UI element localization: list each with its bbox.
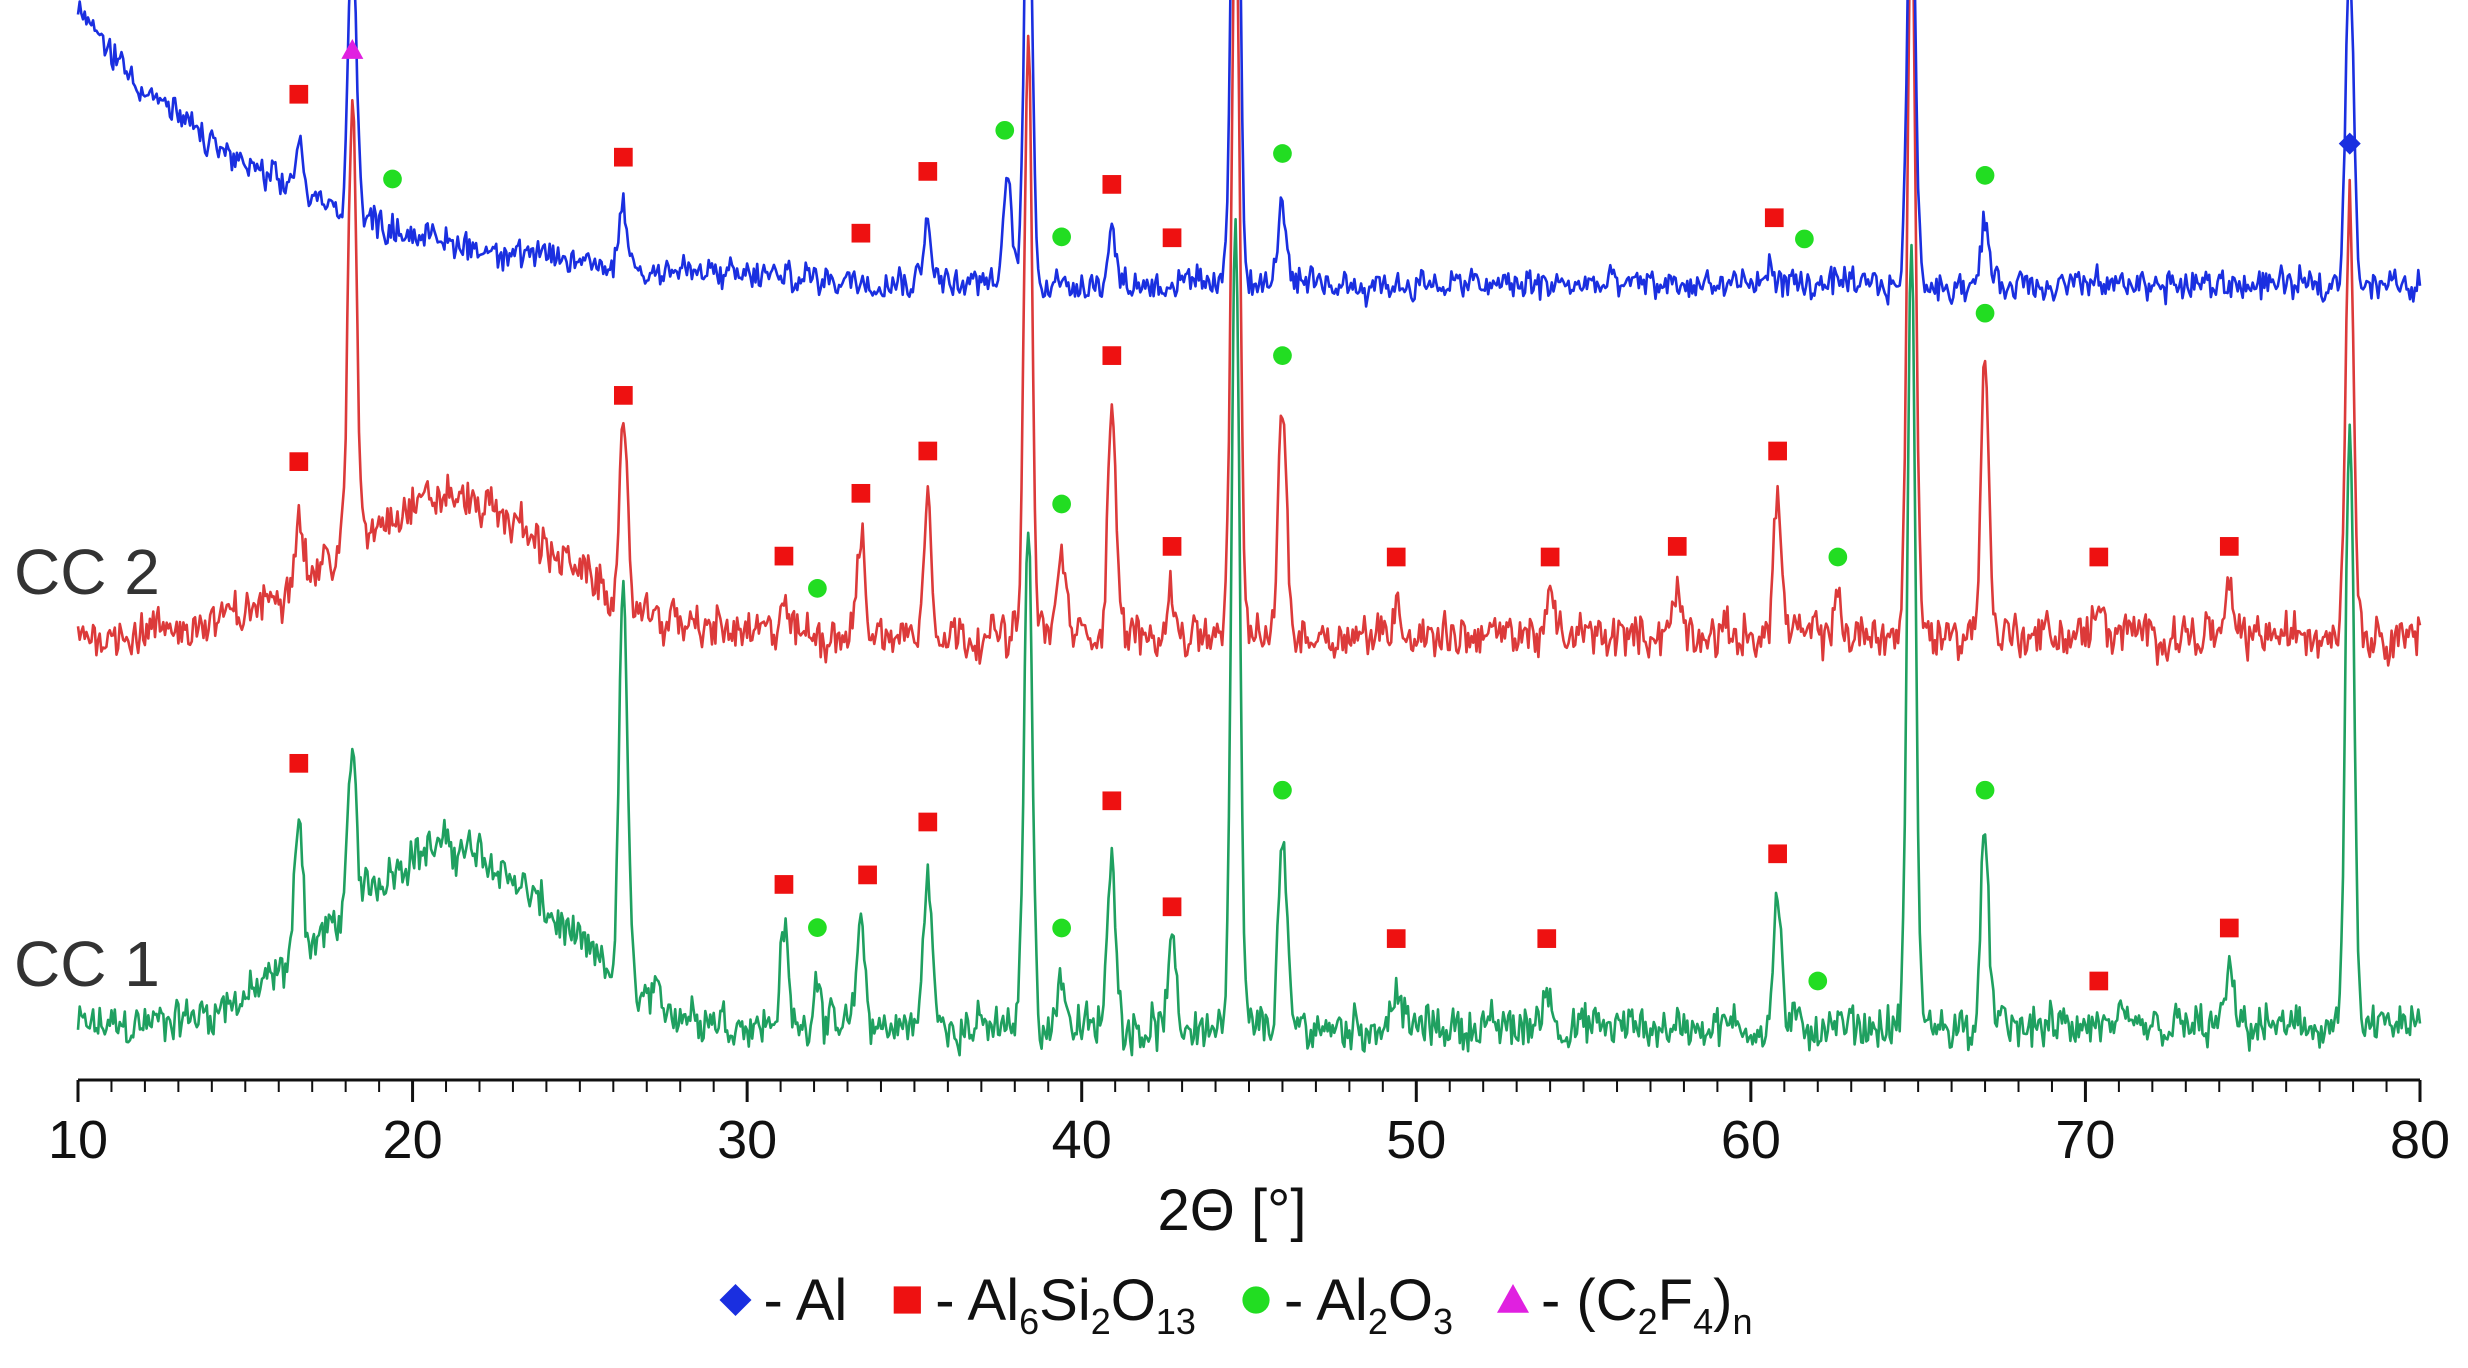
phase-marker-square xyxy=(918,162,938,181)
x-axis: 10 20 30 40 50 60 70 80 xyxy=(48,1078,2450,1170)
phase-marker-circle xyxy=(1273,780,1292,800)
phase-marker-circle xyxy=(1808,971,1828,991)
phase-marker-circle xyxy=(1975,303,1995,323)
phase-marker-circle xyxy=(808,918,827,937)
phase-marker-square xyxy=(1162,228,1182,248)
phase-marker-square xyxy=(1386,547,1406,567)
phase-marker-circle xyxy=(1975,780,1995,800)
legend: - Al - Al6Si2O13 - Al2O3 - (C2F4)n xyxy=(719,1268,1753,1342)
phase-marker-square xyxy=(774,546,794,566)
phase-marker-square xyxy=(2219,537,2239,556)
x-tick-label: 20 xyxy=(383,1110,443,1170)
series-line-cc-1 xyxy=(76,217,2422,1057)
legend-label: - Al2O3 xyxy=(1284,1268,1453,1342)
phase-marker-circle xyxy=(383,169,402,189)
series-label-cc-1: CC 1 xyxy=(14,928,160,1000)
phase-marker-square xyxy=(1667,537,1687,556)
phase-marker-square xyxy=(1102,346,1122,365)
x-tick-label: 70 xyxy=(2055,1110,2115,1170)
series-label-cc-2: CC 2 xyxy=(14,536,160,608)
legend-label: - (C2F4)n xyxy=(1541,1268,1753,1342)
series-line-cc-3 xyxy=(76,0,2422,308)
phase-marker-square xyxy=(614,147,633,167)
legend-item: - Al2O3 xyxy=(1242,1268,1453,1342)
phase-marker-circle xyxy=(1273,144,1292,163)
phase-marker-square xyxy=(1102,175,1122,194)
phase-marker-square xyxy=(918,812,938,832)
phase-marker-square xyxy=(774,875,794,894)
phase-marker-circle xyxy=(1828,547,1848,567)
phase-marker-square xyxy=(1768,441,1787,461)
legend-label: - Al6Si2O13 xyxy=(935,1268,1196,1342)
x-axis-title: 2Θ [°] xyxy=(1158,1178,1307,1243)
x-tick-label: 40 xyxy=(1052,1110,1112,1170)
phase-marker-square xyxy=(2089,971,2109,991)
phase-marker-square xyxy=(1386,929,1406,948)
legend-symbol-triangle xyxy=(1497,1284,1529,1313)
phase-marker-square xyxy=(1764,208,1784,228)
legend-item: - (C2F4)n xyxy=(1497,1268,1753,1342)
phase-marker-diamond xyxy=(2338,132,2361,155)
x-tick-label: 30 xyxy=(717,1110,777,1170)
phase-marker-square xyxy=(918,441,938,461)
series-labels: CC 1 CC 2 CC 3 xyxy=(14,0,160,1000)
phase-marker-circle xyxy=(1052,227,1071,247)
phase-marker-square xyxy=(1162,897,1182,917)
phase-marker-square xyxy=(289,452,309,471)
legend-symbol-circle xyxy=(1242,1286,1270,1314)
phase-marker-square xyxy=(289,753,309,773)
phase-marker-square xyxy=(858,865,877,885)
phase-marker-square xyxy=(614,386,633,405)
phase-marker-square xyxy=(1537,929,1557,948)
legend-item: - Al6Si2O13 xyxy=(893,1268,1196,1342)
legend-label: - Al xyxy=(764,1268,848,1333)
phase-marker-circle xyxy=(1052,494,1071,514)
phase-marker-circle xyxy=(1273,346,1292,365)
legend-symbol-square xyxy=(893,1286,921,1314)
phase-marker-circle xyxy=(1975,166,1995,185)
phase-marker-square xyxy=(1540,547,1560,567)
phase-marker-circle xyxy=(1795,229,1814,249)
phase-marker-square xyxy=(851,483,871,503)
series-label-cc-3: CC 3 xyxy=(14,0,160,5)
phase-marker-square xyxy=(289,84,309,104)
legend-item: - Al xyxy=(719,1268,848,1333)
series-layer xyxy=(76,0,2422,1057)
phase-marker-triangle xyxy=(341,39,364,59)
x-tick-label: 80 xyxy=(2390,1110,2450,1170)
phase-marker-square xyxy=(2089,547,2109,567)
x-tick-label: 50 xyxy=(1386,1110,1446,1170)
series-line-cc-2 xyxy=(76,0,2422,667)
x-tick-label: 60 xyxy=(1721,1110,1781,1170)
phase-marker-square xyxy=(1102,791,1122,811)
phase-marker-circle xyxy=(995,120,1015,140)
phase-marker-square xyxy=(1162,537,1182,556)
phase-marker-circle xyxy=(808,579,827,598)
phase-marker-circle xyxy=(1052,918,1071,938)
phase-marker-square xyxy=(851,223,871,243)
legend-symbol-diamond xyxy=(719,1284,752,1316)
phase-marker-square xyxy=(2219,918,2239,938)
phase-marker-square xyxy=(1768,844,1787,864)
phase-markers xyxy=(289,39,2361,991)
x-tick-label: 10 xyxy=(48,1110,108,1170)
